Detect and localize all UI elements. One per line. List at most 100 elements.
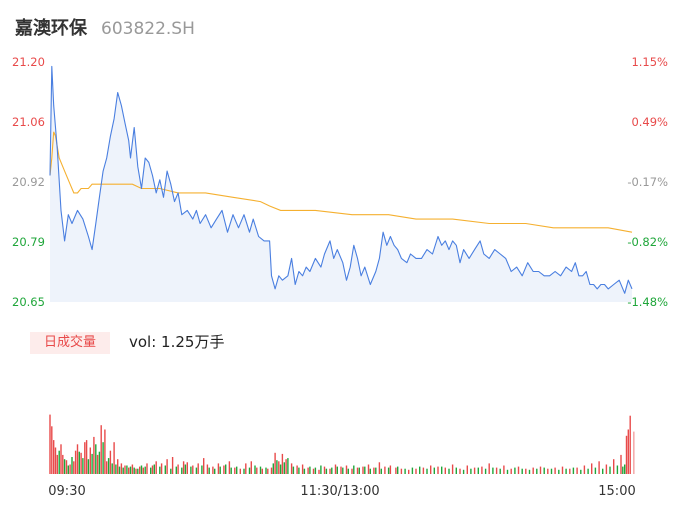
volume-bar — [272, 463, 274, 474]
volume-bar — [477, 467, 479, 474]
volume-bar — [212, 466, 214, 474]
volume-bar — [572, 467, 575, 474]
volume-bar — [587, 468, 589, 474]
volume-bar — [184, 464, 187, 474]
time-tick-label: 15:00 — [598, 484, 635, 499]
volume-bar — [131, 464, 134, 474]
volume-bar — [561, 466, 564, 474]
volume-bar — [155, 461, 157, 474]
volume-bar — [510, 468, 512, 474]
volume-label-badge[interactable]: 日成交量 — [30, 332, 110, 354]
volume-bar — [481, 466, 483, 474]
volume-bar — [140, 465, 143, 474]
volume-bar — [109, 450, 112, 474]
volume-bar — [236, 466, 238, 474]
stock-code: 603822.SH — [101, 19, 195, 39]
volume-bar — [159, 466, 161, 474]
volume-bar — [415, 468, 417, 474]
stock-header: 嘉澳环保 603822.SH — [15, 14, 195, 39]
volume-bar — [336, 466, 338, 474]
volume-bar — [473, 467, 476, 474]
volume-bar — [84, 442, 86, 474]
volume-bar — [369, 468, 371, 474]
volume-bar — [181, 467, 183, 474]
volume-bar — [51, 426, 53, 474]
volume-bar — [58, 450, 60, 474]
volume-bar — [395, 467, 397, 474]
volume-bar — [120, 463, 123, 474]
volume-bar — [397, 466, 399, 474]
volume-bar — [208, 467, 210, 474]
volume-bar — [528, 469, 531, 474]
volume-bar — [151, 465, 154, 474]
volume-bar — [565, 468, 567, 474]
volume-bar — [214, 468, 216, 474]
volume-bar — [234, 467, 236, 474]
volume-bar — [408, 469, 410, 474]
volume-bar — [65, 460, 68, 474]
volume-bar — [248, 467, 251, 474]
volume-bar — [217, 463, 220, 474]
volume-bar — [124, 465, 126, 474]
volume-bar — [367, 464, 370, 474]
volume-bar — [536, 468, 538, 474]
volume-bar — [150, 467, 152, 474]
volume-bar — [503, 465, 505, 474]
volume-bar — [433, 467, 435, 474]
volume-bar — [298, 467, 300, 474]
volume-bar — [190, 466, 192, 474]
volume-bar — [314, 467, 317, 474]
stock-name: 嘉澳环保 — [15, 18, 87, 39]
volume-bar — [228, 461, 231, 474]
volume-bar — [285, 459, 287, 474]
volume-bar — [591, 463, 593, 474]
volume-bar — [547, 468, 549, 474]
volume-bar — [62, 454, 64, 474]
volume-bar — [69, 464, 71, 474]
volume-bar — [378, 462, 381, 474]
volume-bar — [122, 467, 124, 474]
volume-bar — [71, 457, 73, 474]
volume-bar — [576, 467, 578, 474]
volume-bar — [117, 459, 119, 474]
volume-bar — [129, 466, 132, 474]
volume-bar — [279, 464, 282, 474]
volume-bar — [400, 468, 403, 474]
volume-bar — [137, 468, 139, 474]
volume-bar — [171, 457, 174, 474]
volume-bar — [219, 466, 221, 474]
volume-bar — [353, 465, 355, 474]
volume-bar — [622, 466, 624, 474]
volume-bar — [98, 451, 101, 474]
time-axis-labels: 09:30 11:30/13:00 15:00 — [48, 484, 635, 499]
volume-bar — [437, 466, 439, 474]
volume-bar — [186, 462, 188, 474]
volume-bar — [558, 469, 560, 474]
volume-bar — [323, 466, 326, 474]
volume-bar — [598, 461, 600, 474]
volume-bar — [605, 464, 608, 474]
volume-bars — [49, 414, 635, 474]
volume-bar — [495, 467, 498, 474]
price-line — [49, 65, 633, 294]
volume-bar — [197, 463, 199, 474]
volume-bar — [76, 444, 79, 474]
volume-bar — [499, 468, 501, 474]
volume-bar — [56, 454, 58, 474]
volume-bar — [60, 444, 62, 474]
volume-bar — [281, 453, 284, 474]
volume-bar — [583, 465, 586, 474]
volume-bar — [192, 465, 194, 474]
volume-bar — [550, 468, 553, 474]
volume-bar — [307, 467, 309, 474]
volume-bar — [430, 465, 432, 474]
percent-tick-label: 1.15% — [631, 55, 668, 69]
volume-bar — [539, 466, 542, 474]
volume-bar — [106, 461, 108, 474]
volume-bar — [223, 465, 225, 474]
volume-bar — [342, 467, 344, 474]
volume-bar — [73, 461, 75, 474]
volume-bar — [488, 463, 490, 474]
volume-bar — [609, 466, 611, 474]
volume-bar — [629, 415, 631, 474]
